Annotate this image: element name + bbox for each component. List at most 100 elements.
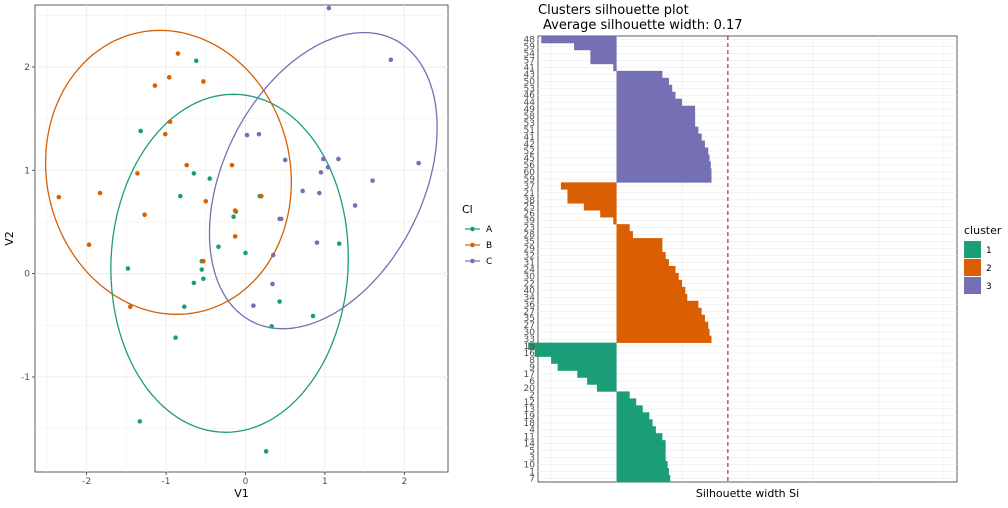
- silhouette-observation-label: 53: [524, 119, 535, 129]
- silhouette-observation-label: 35: [524, 238, 535, 248]
- legend-key-c: [470, 258, 475, 264]
- scatter-point-a: [277, 299, 282, 304]
- silhouette-observation-label: 59: [524, 175, 536, 185]
- scatter-point-c: [300, 188, 305, 194]
- scatter-x-tick-label: 1: [322, 477, 328, 487]
- silhouette-bar: [616, 105, 696, 113]
- scatter-point-b: [167, 119, 173, 125]
- silhouette-bar: [616, 133, 702, 141]
- legend-key-cluster-3: [964, 277, 981, 294]
- silhouette-bar: [616, 461, 668, 469]
- scatter-axis-ticks: -2 -1 0 1 2 -1 0 1 2: [21, 63, 407, 487]
- scatter-point-a: [191, 171, 197, 176]
- scatter-point-c: [325, 164, 331, 170]
- scatter-point-b: [232, 208, 238, 213]
- silhouette-bar: [616, 259, 669, 267]
- scatter-point-c: [314, 240, 320, 245]
- silhouette-observation-label: 33: [524, 335, 535, 345]
- silhouette-observation-label: 41: [524, 133, 535, 143]
- silhouette-bar: [600, 210, 617, 218]
- silhouette-observation-label: 29: [524, 245, 536, 255]
- legend-label-cluster-3: 3: [986, 282, 992, 292]
- silhouette-observation-label: 60: [524, 168, 536, 178]
- silhouette-bar: [528, 342, 617, 350]
- silhouette-bar: [616, 426, 656, 434]
- silhouette-observation-label: 36: [524, 300, 536, 310]
- scatter-point-a: [336, 241, 342, 246]
- scatter-point-b: [259, 193, 264, 199]
- silhouette-observation-label: 42: [524, 140, 535, 150]
- silhouette-observation-label: 7: [529, 475, 535, 485]
- legend-key-b: [470, 242, 475, 248]
- scatter-point-a: [201, 276, 206, 282]
- scatter-y-tick-label: 1: [24, 166, 30, 176]
- silhouette-bar: [616, 398, 637, 406]
- silhouette-bar: [616, 84, 673, 93]
- scatter-point-b: [203, 199, 209, 204]
- legend-key-a: [470, 226, 475, 232]
- silhouette-bar: [616, 112, 696, 120]
- scatter-point-b: [232, 234, 238, 239]
- silhouette-observation-label: 15: [524, 342, 535, 352]
- silhouette-observation-label: 18: [524, 419, 536, 429]
- silhouette-observation-label: 30: [524, 272, 536, 282]
- silhouette-bar: [616, 98, 683, 106]
- silhouette-bar: [616, 126, 699, 134]
- silhouette-observation-label: 48: [524, 35, 536, 45]
- scatter-x-tick-label: -1: [162, 477, 171, 487]
- scatter-y-axis-title: V2: [3, 231, 16, 246]
- silhouette-bar: [616, 321, 709, 329]
- silhouette-observation-label: 52: [524, 147, 535, 157]
- scatter-panel: -2 -1 0 1 2 -1 0 1 2 V1 V2 Cl ABC: [3, 4, 493, 500]
- silhouette-bar: [567, 196, 617, 204]
- scatter-gridlines: [35, 5, 448, 472]
- silhouette-bar: [616, 279, 683, 288]
- scatter-point-a: [310, 313, 316, 319]
- silhouette-observation-label: 21: [524, 189, 535, 199]
- silhouette-observation-label: 32: [524, 252, 535, 262]
- silhouette-observation-label: 24: [524, 265, 536, 275]
- scatter-point-a: [193, 58, 199, 64]
- legend-key-cluster-2: [964, 259, 981, 276]
- silhouette-bar: [616, 175, 712, 183]
- silhouette-bar: [613, 63, 617, 72]
- silhouette-observation-label: 5: [529, 447, 535, 457]
- silhouette-observation-label: 46: [524, 91, 536, 101]
- scatter-point-b: [201, 258, 206, 264]
- silhouette-observation-label: 14: [524, 440, 536, 450]
- silhouette-bar: [616, 307, 702, 316]
- silhouette-observation-label: 16: [524, 349, 536, 359]
- silhouette-bar: [616, 433, 663, 441]
- silhouette-bar: [616, 293, 688, 302]
- silhouette-bar: [616, 391, 630, 399]
- silhouette-bar: [616, 335, 712, 343]
- scatter-point-b: [201, 79, 206, 84]
- silhouette-observation-label: 4: [529, 426, 535, 436]
- silhouette-observation-label: 35: [524, 314, 535, 324]
- silhouette-observation-label: 56: [524, 161, 536, 171]
- scatter-legend: Cl ABC: [462, 203, 493, 267]
- silhouette-observation-label: 53: [524, 84, 535, 94]
- silhouette-bar: [560, 182, 617, 190]
- silhouette-observation-label: 50: [524, 77, 536, 87]
- scatter-point-a: [269, 324, 274, 329]
- silhouette-observation-label: 10: [524, 461, 536, 471]
- scatter-point-c: [270, 281, 275, 287]
- legend-key-cluster-1: [964, 241, 981, 258]
- silhouette-observation-label: 57: [524, 56, 535, 66]
- scatter-point-c: [256, 131, 262, 137]
- legend-label-a: A: [486, 225, 493, 235]
- scatter-point-a: [173, 335, 178, 340]
- scatter-point-a: [138, 128, 143, 134]
- silhouette-observation-label: 54: [524, 49, 536, 59]
- silhouette-bar: [616, 300, 699, 309]
- silhouette-bar: [587, 377, 617, 385]
- scatter-point-c: [388, 57, 394, 63]
- silhouette-bar: [590, 49, 617, 58]
- silhouette-observation-label: 58: [524, 112, 536, 122]
- silhouette-bar: [616, 77, 669, 86]
- silhouette-bar: [616, 405, 643, 413]
- silhouette-bar: [616, 91, 676, 100]
- silhouette-title: Clusters silhouette plot: [538, 3, 689, 18]
